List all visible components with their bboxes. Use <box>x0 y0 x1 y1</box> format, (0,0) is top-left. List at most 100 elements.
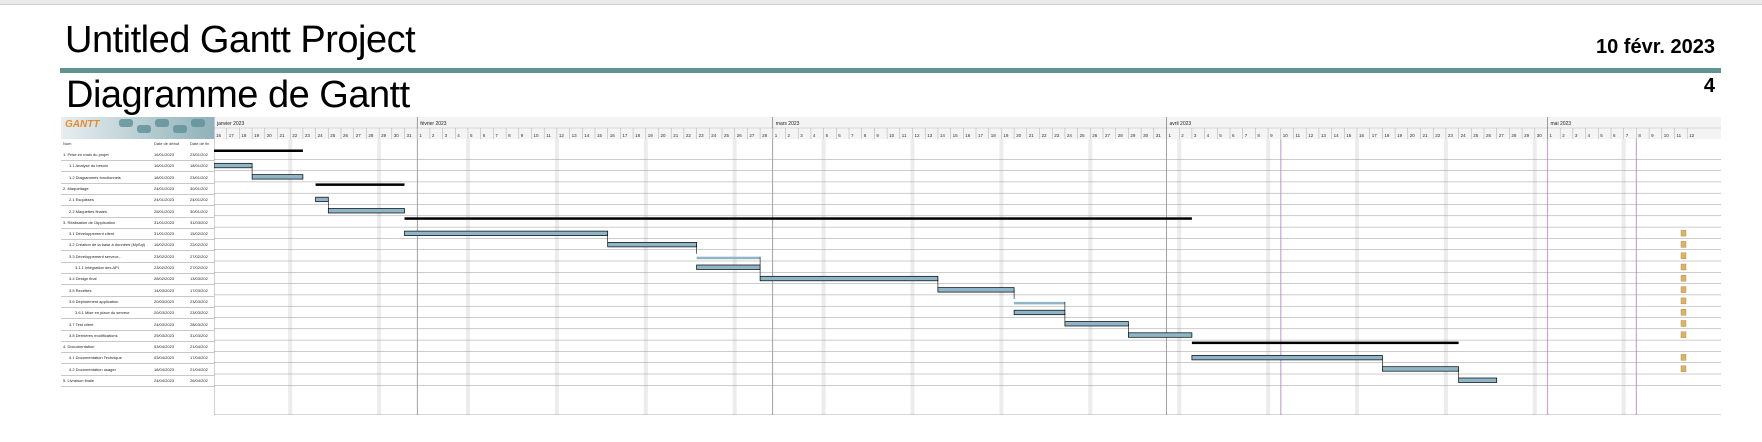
day-number: 12 <box>559 133 565 138</box>
day-number: 24 <box>1461 133 1467 138</box>
task-name: 5. Livraison finale <box>63 378 95 383</box>
task-name: 3. Réalisation de l'Application <box>63 219 116 225</box>
summary-bar <box>214 149 303 152</box>
day-number: 10 <box>889 133 895 138</box>
day-number: 15 <box>953 133 959 138</box>
day-number: 7 <box>851 133 854 138</box>
task-row[interactable]: 3.8 Dernières modifications 29/03/2023 31/… <box>61 329 214 342</box>
task-row[interactable]: 3.3 Développement serveur... 23/02/2023 27… <box>61 250 214 263</box>
task-start-date: 24/04/2023 <box>154 378 175 383</box>
day-number: 5 <box>1219 133 1222 138</box>
task-row[interactable]: 3. Réalisation de l'Application 31/01/202… <box>61 216 214 229</box>
task-row[interactable]: 2. Maquettage 24/01/2023 30/01/202 <box>61 182 214 195</box>
day-number: 22 <box>686 133 692 138</box>
day-number: 9 <box>876 133 879 138</box>
day-number: 25 <box>1473 133 1479 138</box>
logo-hex-shape <box>155 119 169 127</box>
task-bar <box>1013 309 1066 316</box>
task-row[interactable]: 3.2 Création de la base à données (MySql… <box>61 238 214 252</box>
day-number: 24 <box>711 133 717 138</box>
task-end-date: 27/02/202 <box>190 253 208 259</box>
task-start-date: 23/02/2023 <box>154 265 175 270</box>
task-start-date: 14/03/2023 <box>154 287 175 293</box>
task-name: 3.4 Design final <box>69 276 97 282</box>
task-row[interactable]: 1.1 Analyse du besoin 16/01/2023 18/01/202 <box>61 159 214 173</box>
day-number: 19 <box>254 133 260 138</box>
task-bar <box>1382 366 1459 372</box>
task-row[interactable]: 1.2 Diagrammes fonctionnels 18/01/2023 23/… <box>61 171 214 184</box>
day-number: 25 <box>330 133 336 138</box>
day-number: 21 <box>673 133 679 138</box>
task-row[interactable]: 5. Livraison finale 24/04/2023 26/04/202 <box>61 374 214 387</box>
day-number: 3 <box>800 133 803 138</box>
day-number: 28 <box>1118 133 1124 138</box>
task-row[interactable]: 3.6 Déploiement application 20/03/2023 23/… <box>61 295 214 308</box>
task-row[interactable]: 4.1 Documentation Technique 03/04/2023 17/… <box>61 351 214 365</box>
task-row[interactable]: 3.1 Développement client 31/01/2023 15/02/… <box>61 227 214 241</box>
day-number: 27 <box>749 133 755 138</box>
day-number: 23 <box>1448 133 1454 138</box>
day-number: 2 <box>1181 133 1184 138</box>
note-marker-icon <box>1680 275 1687 282</box>
day-number: 21 <box>1423 133 1429 138</box>
day-number: 27 <box>356 133 362 138</box>
day-number: 6 <box>1232 133 1235 138</box>
task-row[interactable]: 3.6.1 Mise en place du serveur 20/03/2023… <box>61 306 214 320</box>
task-name: 3.1.1 Intégration des API <box>75 265 119 270</box>
day-number: 18 <box>241 133 247 138</box>
note-marker-icon <box>1680 297 1687 305</box>
task-bar <box>251 174 304 180</box>
task-start-date: 28/02/2023 <box>154 276 175 282</box>
task-row[interactable]: 4. Documentation 03/04/2023 21/04/202 <box>61 340 214 354</box>
day-number: 6 <box>1613 133 1616 138</box>
report-page: Untitled Gantt Project 10 févr. 2023 Dia… <box>0 4 1762 442</box>
note-marker-icon <box>1680 320 1687 327</box>
day-number: 28 <box>1511 133 1517 138</box>
day-number: 22 <box>1435 133 1441 138</box>
day-number: 12 <box>915 133 921 138</box>
task-end-date: 23/03/202 <box>190 298 208 304</box>
day-number: 6 <box>838 133 841 138</box>
day-number: 6 <box>483 133 486 138</box>
gantt-chart: GANTT Nom Date de début Date de fin 1. P… <box>61 117 1721 415</box>
task-start-date: 31/01/2023 <box>154 219 175 225</box>
task-start-date: 20/03/2023 <box>154 310 175 316</box>
task-end-date: 13/03/202 <box>190 276 208 282</box>
report-date: 10 févr. 2023 <box>1596 36 1715 58</box>
day-number: 10 <box>1283 133 1289 138</box>
day-number: 17 <box>622 133 628 138</box>
header-name: Nom <box>63 141 72 146</box>
task-row[interactable]: 3.5 Recettes 14/03/2023 17/03/202 <box>61 284 214 297</box>
task-bar <box>1064 321 1129 327</box>
day-number: 9 <box>1270 133 1273 138</box>
task-end-date: 24/01/202 <box>190 197 208 203</box>
task-row[interactable]: 3.1.1 Intégration des API 23/02/2023 27/02… <box>61 261 214 274</box>
task-start-date: 29/03/2023 <box>154 332 175 338</box>
day-number: 26 <box>1092 133 1098 138</box>
day-number: 27 <box>1105 133 1111 138</box>
day-number: 20 <box>1410 133 1416 138</box>
header-start: Date de début <box>154 141 180 146</box>
task-start-date: 31/01/2023 <box>154 231 175 237</box>
task-row[interactable]: 3.7 Test client 24/03/2023 28/03/202 <box>61 318 214 331</box>
task-start-date: 18/04/2023 <box>154 366 175 372</box>
task-row[interactable]: 1. Prise en main du projet 16/01/2023 23/0… <box>61 148 214 161</box>
day-number: 14 <box>1334 133 1340 138</box>
day-number: 18 <box>991 133 997 138</box>
day-number: 11 <box>902 133 907 138</box>
task-bar <box>759 275 939 282</box>
task-row[interactable]: 3.4 Design final 28/02/2023 13/03/202 <box>61 272 214 286</box>
day-number: 9 <box>1651 133 1654 138</box>
task-end-date: 15/02/202 <box>190 231 208 237</box>
day-number: 29 <box>381 133 387 138</box>
task-row[interactable]: 4.2 Documentation usager 18/04/2023 21/04/… <box>61 363 214 376</box>
task-start-date: 20/03/2023 <box>154 298 175 304</box>
task-row[interactable]: 2.1 Esquisses 24/01/2023 24/01/202 <box>61 193 214 207</box>
task-row[interactable]: 2.2 Maquettes finales 25/01/2023 30/01/202 <box>61 205 214 218</box>
task-start-date: 03/04/2023 <box>154 344 175 350</box>
weekend-shade <box>732 139 737 415</box>
header-end: Date de fin <box>190 141 210 146</box>
day-number: 7 <box>495 133 498 138</box>
task-start-date: 16/02/2023 <box>154 242 175 248</box>
